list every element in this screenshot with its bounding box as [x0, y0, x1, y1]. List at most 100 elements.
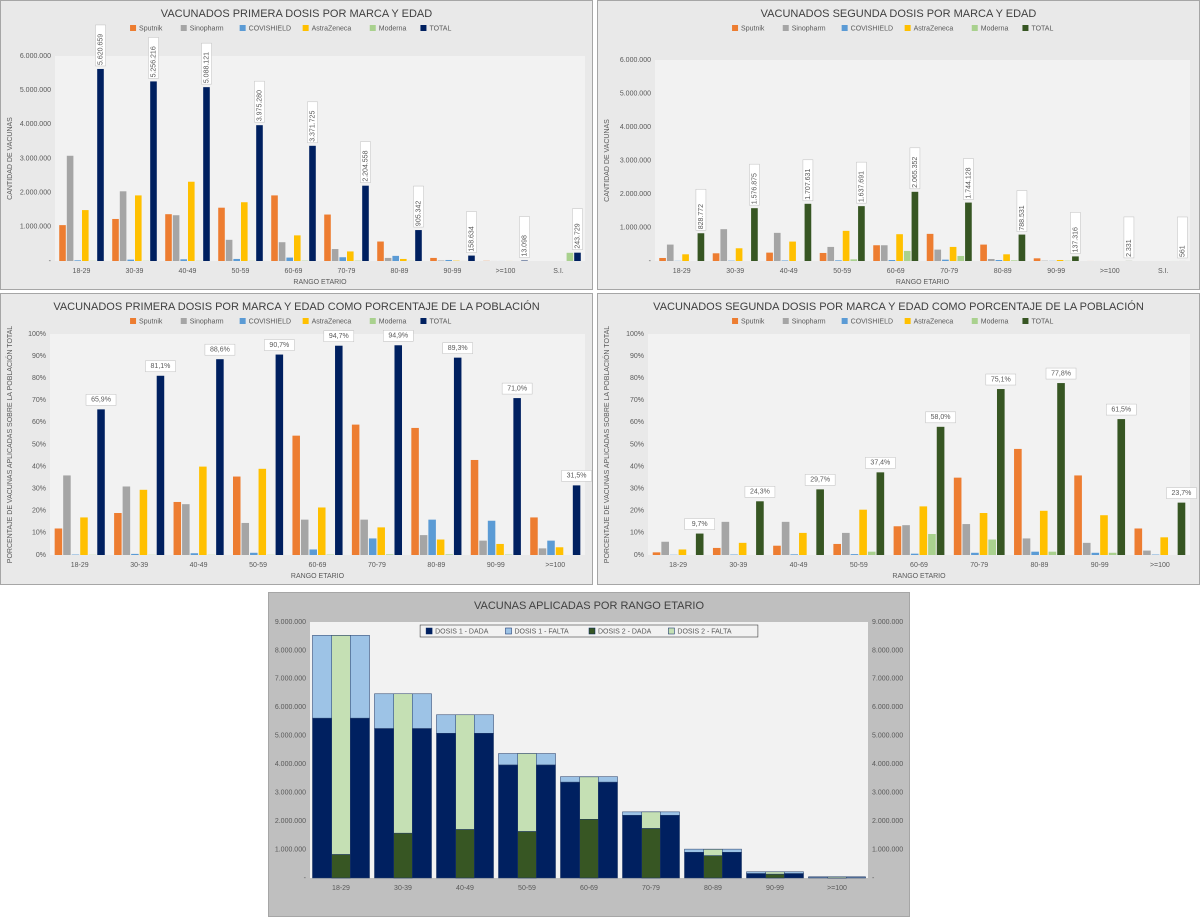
- value-label: 828.772: [698, 204, 705, 229]
- value-label: 2.204.558: [362, 150, 369, 181]
- y-tick-label: 5.000.000: [275, 733, 306, 740]
- bar: [232, 476, 241, 555]
- legend-label: TOTAL: [429, 25, 451, 32]
- y-tick-label: 20%: [630, 508, 644, 515]
- y-tick-label: 50%: [32, 441, 46, 448]
- x-tick-label: 60-69: [309, 562, 327, 569]
- value-label-box: [466, 211, 477, 253]
- value-label: 1.707.631: [805, 169, 812, 200]
- bar: [988, 539, 996, 555]
- value-label-box: [925, 411, 956, 424]
- y-tick-label: 1.000.000: [872, 846, 903, 853]
- bar: [1003, 254, 1010, 261]
- bar: [934, 249, 942, 261]
- legend-label: TOTAL: [429, 318, 451, 325]
- value-label-box: [985, 373, 1017, 386]
- bar: [445, 259, 452, 261]
- y-tick-label: 4.000.000: [620, 124, 651, 131]
- x-tick-label: 90-99: [1047, 268, 1065, 275]
- bar: [97, 409, 105, 555]
- bar: [122, 486, 131, 555]
- legend-swatch: [369, 318, 376, 324]
- legend-label: DOSIS 2 - DADA: [598, 628, 652, 635]
- value-label-box: [561, 470, 592, 482]
- y-tick-label: 90%: [630, 353, 644, 360]
- bar: [309, 549, 317, 555]
- value-label: 561: [1179, 245, 1186, 257]
- y-tick-label: 6.000.000: [275, 704, 306, 711]
- bar-segment: [641, 828, 661, 879]
- bar: [182, 504, 190, 555]
- bar-segment: [703, 855, 723, 879]
- bar: [411, 427, 419, 555]
- x-axis-label: RANGO ETARIO: [293, 279, 347, 286]
- bar: [66, 155, 74, 261]
- bar: [496, 543, 504, 555]
- bar: [850, 259, 858, 261]
- bar: [547, 540, 555, 555]
- bar: [419, 535, 428, 555]
- value-label-box: [963, 158, 974, 200]
- x-tick-label: 90-99: [487, 562, 505, 569]
- legend-label: DOSIS 1 - DADA: [435, 628, 489, 635]
- bar: [835, 260, 842, 261]
- legend-label: TOTAL: [1031, 318, 1053, 325]
- bar: [362, 185, 369, 261]
- y-tick-label: 60%: [32, 419, 46, 426]
- x-tick-label: 50-59: [232, 268, 250, 275]
- bar: [300, 519, 309, 555]
- bar-segment: [827, 876, 847, 879]
- chart-title: VACUNADOS SEGUNDA DOSIS POR MARCA Y EDAD: [761, 8, 1037, 20]
- bar: [241, 202, 248, 261]
- bar: [360, 519, 368, 555]
- y-tick-label: -: [872, 875, 875, 882]
- bar: [833, 543, 842, 555]
- y-tick-label: 7.000.000: [872, 676, 903, 683]
- x-tick-label: 30-39: [126, 268, 144, 275]
- bar: [893, 526, 902, 555]
- bar: [394, 345, 403, 555]
- bar: [1100, 515, 1108, 555]
- value-label: 23,7%: [1172, 490, 1192, 497]
- x-tick-label: 80-89: [704, 885, 722, 892]
- bar: [942, 259, 949, 261]
- bar: [225, 239, 233, 261]
- bar: [816, 489, 824, 555]
- bar: [910, 553, 919, 555]
- plot-area: [648, 334, 1190, 555]
- legend-swatch: [1022, 318, 1029, 324]
- y-tick-label: -: [49, 258, 52, 265]
- legend-label: Moderna: [981, 25, 1009, 32]
- value-label-box: [307, 101, 318, 144]
- bar: [74, 260, 81, 261]
- y-tick-label: 60%: [630, 419, 644, 426]
- legend-swatch: [302, 318, 309, 324]
- bar: [756, 501, 764, 555]
- bar: [487, 520, 496, 555]
- bar: [392, 255, 399, 261]
- bar: [1010, 260, 1018, 261]
- bar: [1134, 528, 1143, 555]
- bar: [377, 527, 385, 555]
- x-tick-label: S.I.: [553, 268, 564, 275]
- legend-swatch: [841, 318, 848, 324]
- value-label: 2.331: [1126, 239, 1133, 257]
- value-label: 94,7%: [329, 333, 349, 340]
- bar: [827, 246, 835, 261]
- value-label: 89,3%: [448, 345, 468, 352]
- x-tick-label: 80-89: [1030, 562, 1048, 569]
- bar: [971, 552, 979, 555]
- bar: [339, 257, 346, 261]
- x-tick-label: 70-79: [642, 885, 660, 892]
- x-tick-label: 70-79: [970, 562, 988, 569]
- bar: [1074, 475, 1082, 555]
- bar: [530, 517, 538, 555]
- value-label: 65,9%: [91, 397, 111, 404]
- bar: [150, 81, 157, 261]
- legend-label: DOSIS 1 - FALTA: [515, 628, 570, 635]
- y-tick-label: 3.000.000: [275, 790, 306, 797]
- legend-label: Sinopharm: [792, 318, 826, 325]
- x-tick-label: 50-59: [833, 268, 851, 275]
- legend-label: AstraZeneca: [312, 318, 352, 325]
- chart-title: VACUNADOS PRIMERA DOSIS POR MARCA Y EDAD: [161, 8, 432, 20]
